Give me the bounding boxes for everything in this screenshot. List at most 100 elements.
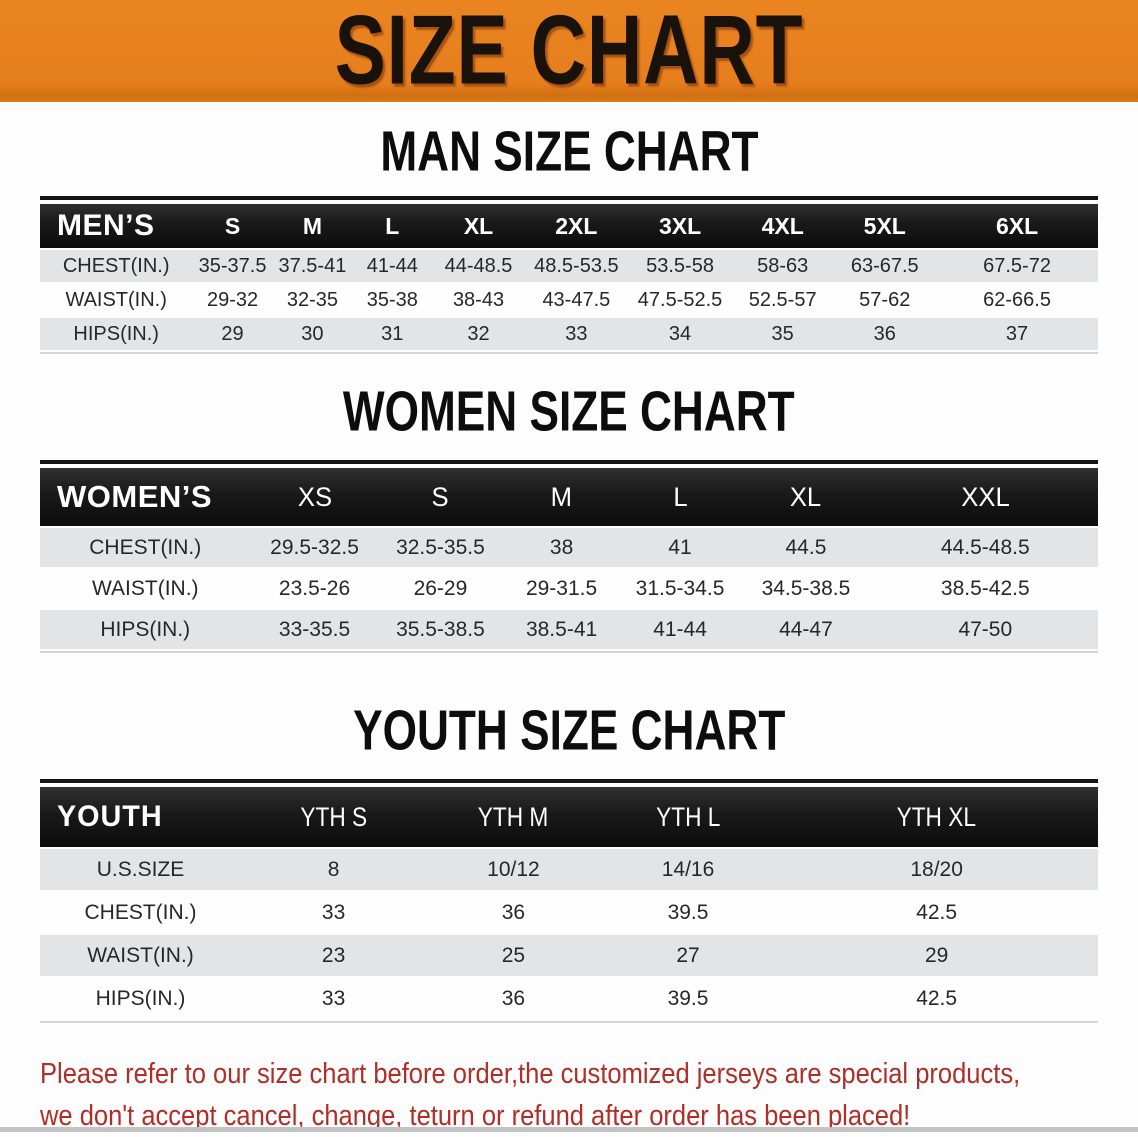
youth-col-l: YTH L [600,787,776,847]
women-header-row: WOMEN’S XS S M L XL XXL [40,468,1098,526]
size-value-cell: 33 [241,892,427,933]
size-value-cell: 42.5 [775,892,1098,933]
row-label-cell: WAIST(IN.) [40,284,193,316]
bottom-edge-strip [0,1127,1138,1132]
women-corner-header: WOMEN’S [40,468,251,526]
size-value-cell: 8 [241,849,427,890]
size-value-cell: 44.5-48.5 [872,528,1098,567]
size-value-cell: 44-47 [739,610,873,649]
men-col-m: M [272,204,353,248]
size-value-cell: 35-38 [352,284,433,316]
men-hips-row: HIPS(IN.) 29 30 31 32 33 34 35 36 37 [40,318,1098,350]
size-value-cell: 33-35.5 [250,610,379,649]
youth-col-s: YTH S [241,787,427,847]
size-value-cell: 48.5-53.5 [524,250,629,282]
size-value-cell: 63-67.5 [833,250,937,282]
row-label-cell: CHEST(IN.) [40,892,242,933]
women-col-s: S [378,468,503,526]
men-size-section: MAN SIZE CHART MEN’S S M L XL 2XL 3XL 4X… [0,120,1138,354]
size-value-cell: 35.5-38.5 [378,610,503,649]
row-label-cell: HIPS(IN.) [40,318,193,350]
men-section-heading: MAN SIZE CHART [0,120,1138,184]
size-value-cell: 36 [426,892,601,933]
size-value-cell: 35-37.5 [192,250,273,282]
size-value-cell: 38.5-41 [502,610,621,649]
men-col-2xl: 2XL [524,204,629,248]
row-label-cell: WAIST(IN.) [40,935,242,976]
size-value-cell: 44.5 [739,528,873,567]
size-chart-banner: SIZE CHART [0,0,1138,102]
size-value-cell: 35 [731,318,834,350]
size-value-cell: 57-62 [833,284,937,316]
size-value-cell: 44-48.5 [432,250,525,282]
youth-size-table: YOUTH YTH S YTH M YTH L YTH XL U.S.SIZE … [40,779,1098,1023]
size-value-cell: 37 [936,318,1098,350]
youth-heading-text: YOUTH SIZE CHART [352,699,786,763]
size-value-cell: 41-44 [352,250,433,282]
size-value-cell: 14/16 [600,849,776,890]
size-value-cell: 25 [426,935,601,976]
men-col-xl: XL [432,204,525,248]
size-value-cell: 36 [426,978,601,1019]
size-value-cell: 23.5-26 [250,569,379,608]
men-waist-row: WAIST(IN.) 29-32 32-35 35-38 38-43 43-47… [40,284,1098,316]
men-col-6xl: 6XL [936,204,1098,248]
youth-col-m: YTH M [426,787,601,847]
row-label-cell: HIPS(IN.) [40,610,251,649]
size-value-cell: 33 [524,318,629,350]
size-value-cell: 47.5-52.5 [628,284,732,316]
size-value-cell: 31.5-34.5 [620,569,740,608]
youth-hips-row: HIPS(IN.) 33 36 39.5 42.5 [40,978,1098,1019]
youth-chest-row: CHEST(IN.) 33 36 39.5 42.5 [40,892,1098,933]
size-value-cell: 29 [192,318,273,350]
men-col-s: S [192,204,273,248]
size-value-cell: 62-66.5 [936,284,1098,316]
size-value-cell: 29.5-32.5 [250,528,379,567]
row-label-cell: U.S.SIZE [40,849,242,890]
women-col-xxl: XXL [872,468,1098,526]
men-col-l: L [352,204,433,248]
row-label-cell: CHEST(IN.) [40,250,193,282]
youth-corner-header: YOUTH [40,787,242,847]
row-label-cell: HIPS(IN.) [40,978,242,1019]
women-size-section: WOMEN SIZE CHART WOMEN’S XS S M L XL XXL [0,384,1138,653]
size-value-cell: 32.5-35.5 [378,528,503,567]
youth-col-xl: YTH XL [775,787,1098,847]
men-heading-text: MAN SIZE CHART [379,120,759,184]
size-value-cell: 53.5-58 [628,250,732,282]
size-value-cell: 26-29 [378,569,503,608]
size-value-cell: 52.5-57 [731,284,834,316]
size-value-cell: 32-35 [272,284,353,316]
youth-ussize-row: U.S.SIZE 8 10/12 14/16 18/20 [40,849,1098,890]
women-col-l: L [620,468,740,526]
disclaimer-line-1: Please refer to our size chart before or… [40,1058,1021,1090]
size-value-cell: 31 [352,318,433,350]
women-col-xl: XL [739,468,873,526]
size-value-cell: 47-50 [872,610,1098,649]
men-chest-row: CHEST(IN.) 35-37.5 37.5-41 41-44 44-48.5… [40,250,1098,282]
size-value-cell: 41 [620,528,740,567]
size-value-cell: 42.5 [775,978,1098,1019]
size-value-cell: 33 [241,978,427,1019]
size-value-cell: 23 [241,935,427,976]
size-value-cell: 10/12 [426,849,601,890]
size-value-cell: 30 [272,318,353,350]
men-col-4xl: 4XL [731,204,834,248]
women-size-table: WOMEN’S XS S M L XL XXL CHEST(IN.) 29.5-… [40,460,1098,653]
size-value-cell: 36 [833,318,937,350]
size-value-cell: 43-47.5 [524,284,629,316]
banner-title: SIZE CHART [334,0,804,106]
size-value-cell: 32 [432,318,525,350]
size-value-cell: 38-43 [432,284,525,316]
men-size-table: MEN’S S M L XL 2XL 3XL 4XL 5XL 6XL CHEST… [40,196,1098,354]
youth-waist-row: WAIST(IN.) 23 25 27 29 [40,935,1098,976]
women-section-heading: WOMEN SIZE CHART [0,384,1138,440]
size-value-cell: 67.5-72 [936,250,1098,282]
youth-size-section: YOUTH SIZE CHART YOUTH YTH S YTH M YTH L… [0,699,1138,1023]
size-value-cell: 58-63 [731,250,834,282]
women-waist-row: WAIST(IN.) 23.5-26 26-29 29-31.5 31.5-34… [40,569,1098,608]
youth-section-heading: YOUTH SIZE CHART [0,699,1138,763]
size-value-cell: 37.5-41 [272,250,353,282]
men-corner-header: MEN’S [40,204,193,248]
size-value-cell: 38.5-42.5 [872,569,1098,608]
